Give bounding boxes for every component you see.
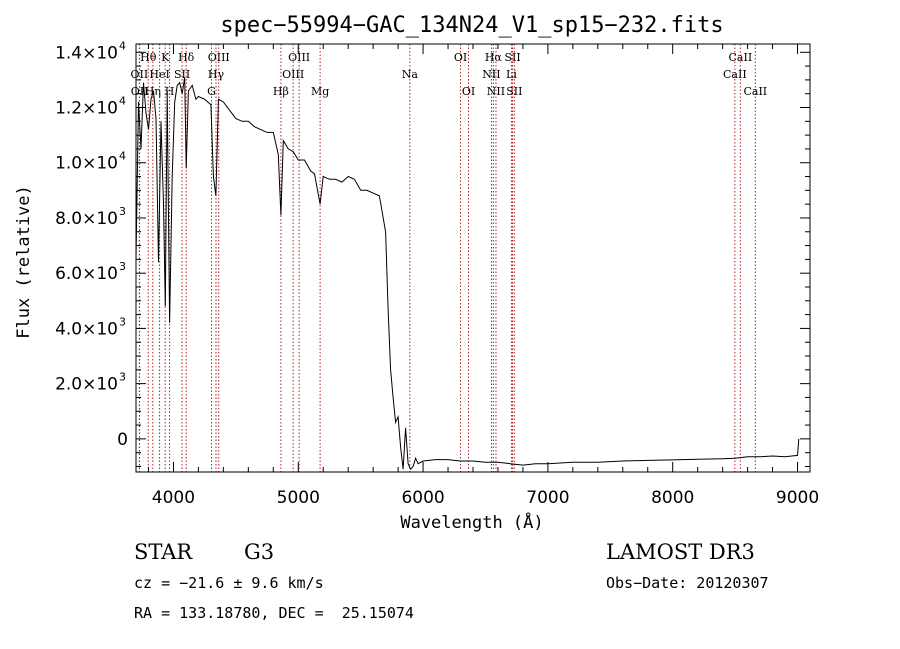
spectral-line-label: Hδ bbox=[178, 51, 195, 64]
y-tick-label: 1.4×10 bbox=[55, 43, 118, 63]
spectral-line-label: Hθ bbox=[140, 51, 157, 64]
spectral-line-label: CaII bbox=[729, 51, 753, 64]
spectral-line-label: Hβ bbox=[273, 85, 289, 98]
flux-series-line bbox=[135, 77, 800, 471]
redshift-velocity: cz = −21.6 ± 9.6 km/s bbox=[134, 574, 324, 592]
y-axis-ticks: 02.0×10 34.0×10 36.0×10 38.0×10 31.0×10 41.2×… bbox=[55, 39, 810, 467]
y-tick-exponent: 3 bbox=[119, 371, 126, 384]
spectral-line-label: OIII bbox=[282, 68, 304, 81]
spectral-line-label: Na bbox=[402, 68, 419, 81]
spectral-line-label: Li bbox=[506, 68, 517, 81]
spectral-line-label: Hα bbox=[485, 51, 503, 64]
object-class: STAR bbox=[134, 540, 193, 564]
x-axis-label: Wavelength (Å) bbox=[400, 511, 543, 533]
x-tick-label: 7000 bbox=[526, 488, 569, 508]
y-tick-label: 0 bbox=[117, 430, 128, 450]
plot-frame bbox=[135, 43, 811, 473]
spectral-line-label: OIII bbox=[288, 51, 310, 64]
spectral-line-label: CaII bbox=[743, 85, 767, 98]
spectral-line-label: HeI bbox=[149, 68, 169, 81]
spectral-line-label: OI bbox=[462, 85, 475, 98]
x-tick-label: 6000 bbox=[401, 488, 444, 508]
spectral-line-label: Hγ bbox=[208, 68, 225, 81]
spectral-line-label: CaII bbox=[723, 68, 747, 81]
y-tick-exponent: 3 bbox=[119, 315, 126, 328]
spectral-line-label: G bbox=[207, 85, 216, 98]
y-tick-exponent: 4 bbox=[119, 150, 126, 163]
y-tick-label: 2.0×10 bbox=[55, 375, 118, 395]
chart-title: spec−55994−GAC_134N24_V1_sp15−232.fits bbox=[220, 13, 723, 38]
y-tick-label: 6.0×10 bbox=[55, 264, 118, 284]
x-tick-label: 5000 bbox=[277, 488, 320, 508]
spectral-line-label: Mg bbox=[311, 85, 329, 98]
spectral-line-label: K bbox=[161, 51, 170, 64]
y-tick-label: 4.0×10 bbox=[55, 319, 118, 339]
x-tick-label: 9000 bbox=[776, 488, 819, 508]
spectral-line-label: OI bbox=[454, 51, 467, 64]
x-tick-label: 4000 bbox=[152, 488, 195, 508]
spectral-line-label: H bbox=[165, 85, 175, 98]
y-tick-exponent: 4 bbox=[119, 39, 126, 52]
y-axis-label: Flux (relative) bbox=[14, 185, 34, 339]
y-tick-exponent: 4 bbox=[119, 95, 126, 108]
spectral-line-label: NII bbox=[487, 85, 505, 98]
survey-name: LAMOST DR3 bbox=[606, 540, 755, 564]
spectral-line-label: SII bbox=[504, 51, 520, 64]
spectral-line-markers bbox=[138, 44, 756, 472]
observation-date: Obs−Date: 20120307 bbox=[606, 574, 769, 592]
spectral-line-label: OII bbox=[131, 68, 149, 81]
spectral-line-label: NII bbox=[482, 68, 500, 81]
spectral-line-label: SII bbox=[174, 68, 190, 81]
spectral-line-label: OIII bbox=[208, 51, 230, 64]
x-tick-label: 8000 bbox=[651, 488, 694, 508]
y-tick-exponent: 3 bbox=[119, 260, 126, 273]
y-tick-label: 8.0×10 bbox=[55, 209, 118, 229]
spectral-subclass: G3 bbox=[244, 540, 275, 564]
sky-coordinates: RA = 133.18780, DEC = 25.15074 bbox=[134, 604, 414, 622]
spectral-line-label: SII bbox=[506, 85, 522, 98]
y-tick-exponent: 3 bbox=[119, 205, 126, 218]
y-tick-label: 1.0×10 bbox=[55, 154, 118, 174]
y-tick-label: 1.2×10 bbox=[55, 99, 118, 119]
x-axis-ticks: 4000 5000 6000 7000 8000 9000 bbox=[147, 44, 819, 508]
